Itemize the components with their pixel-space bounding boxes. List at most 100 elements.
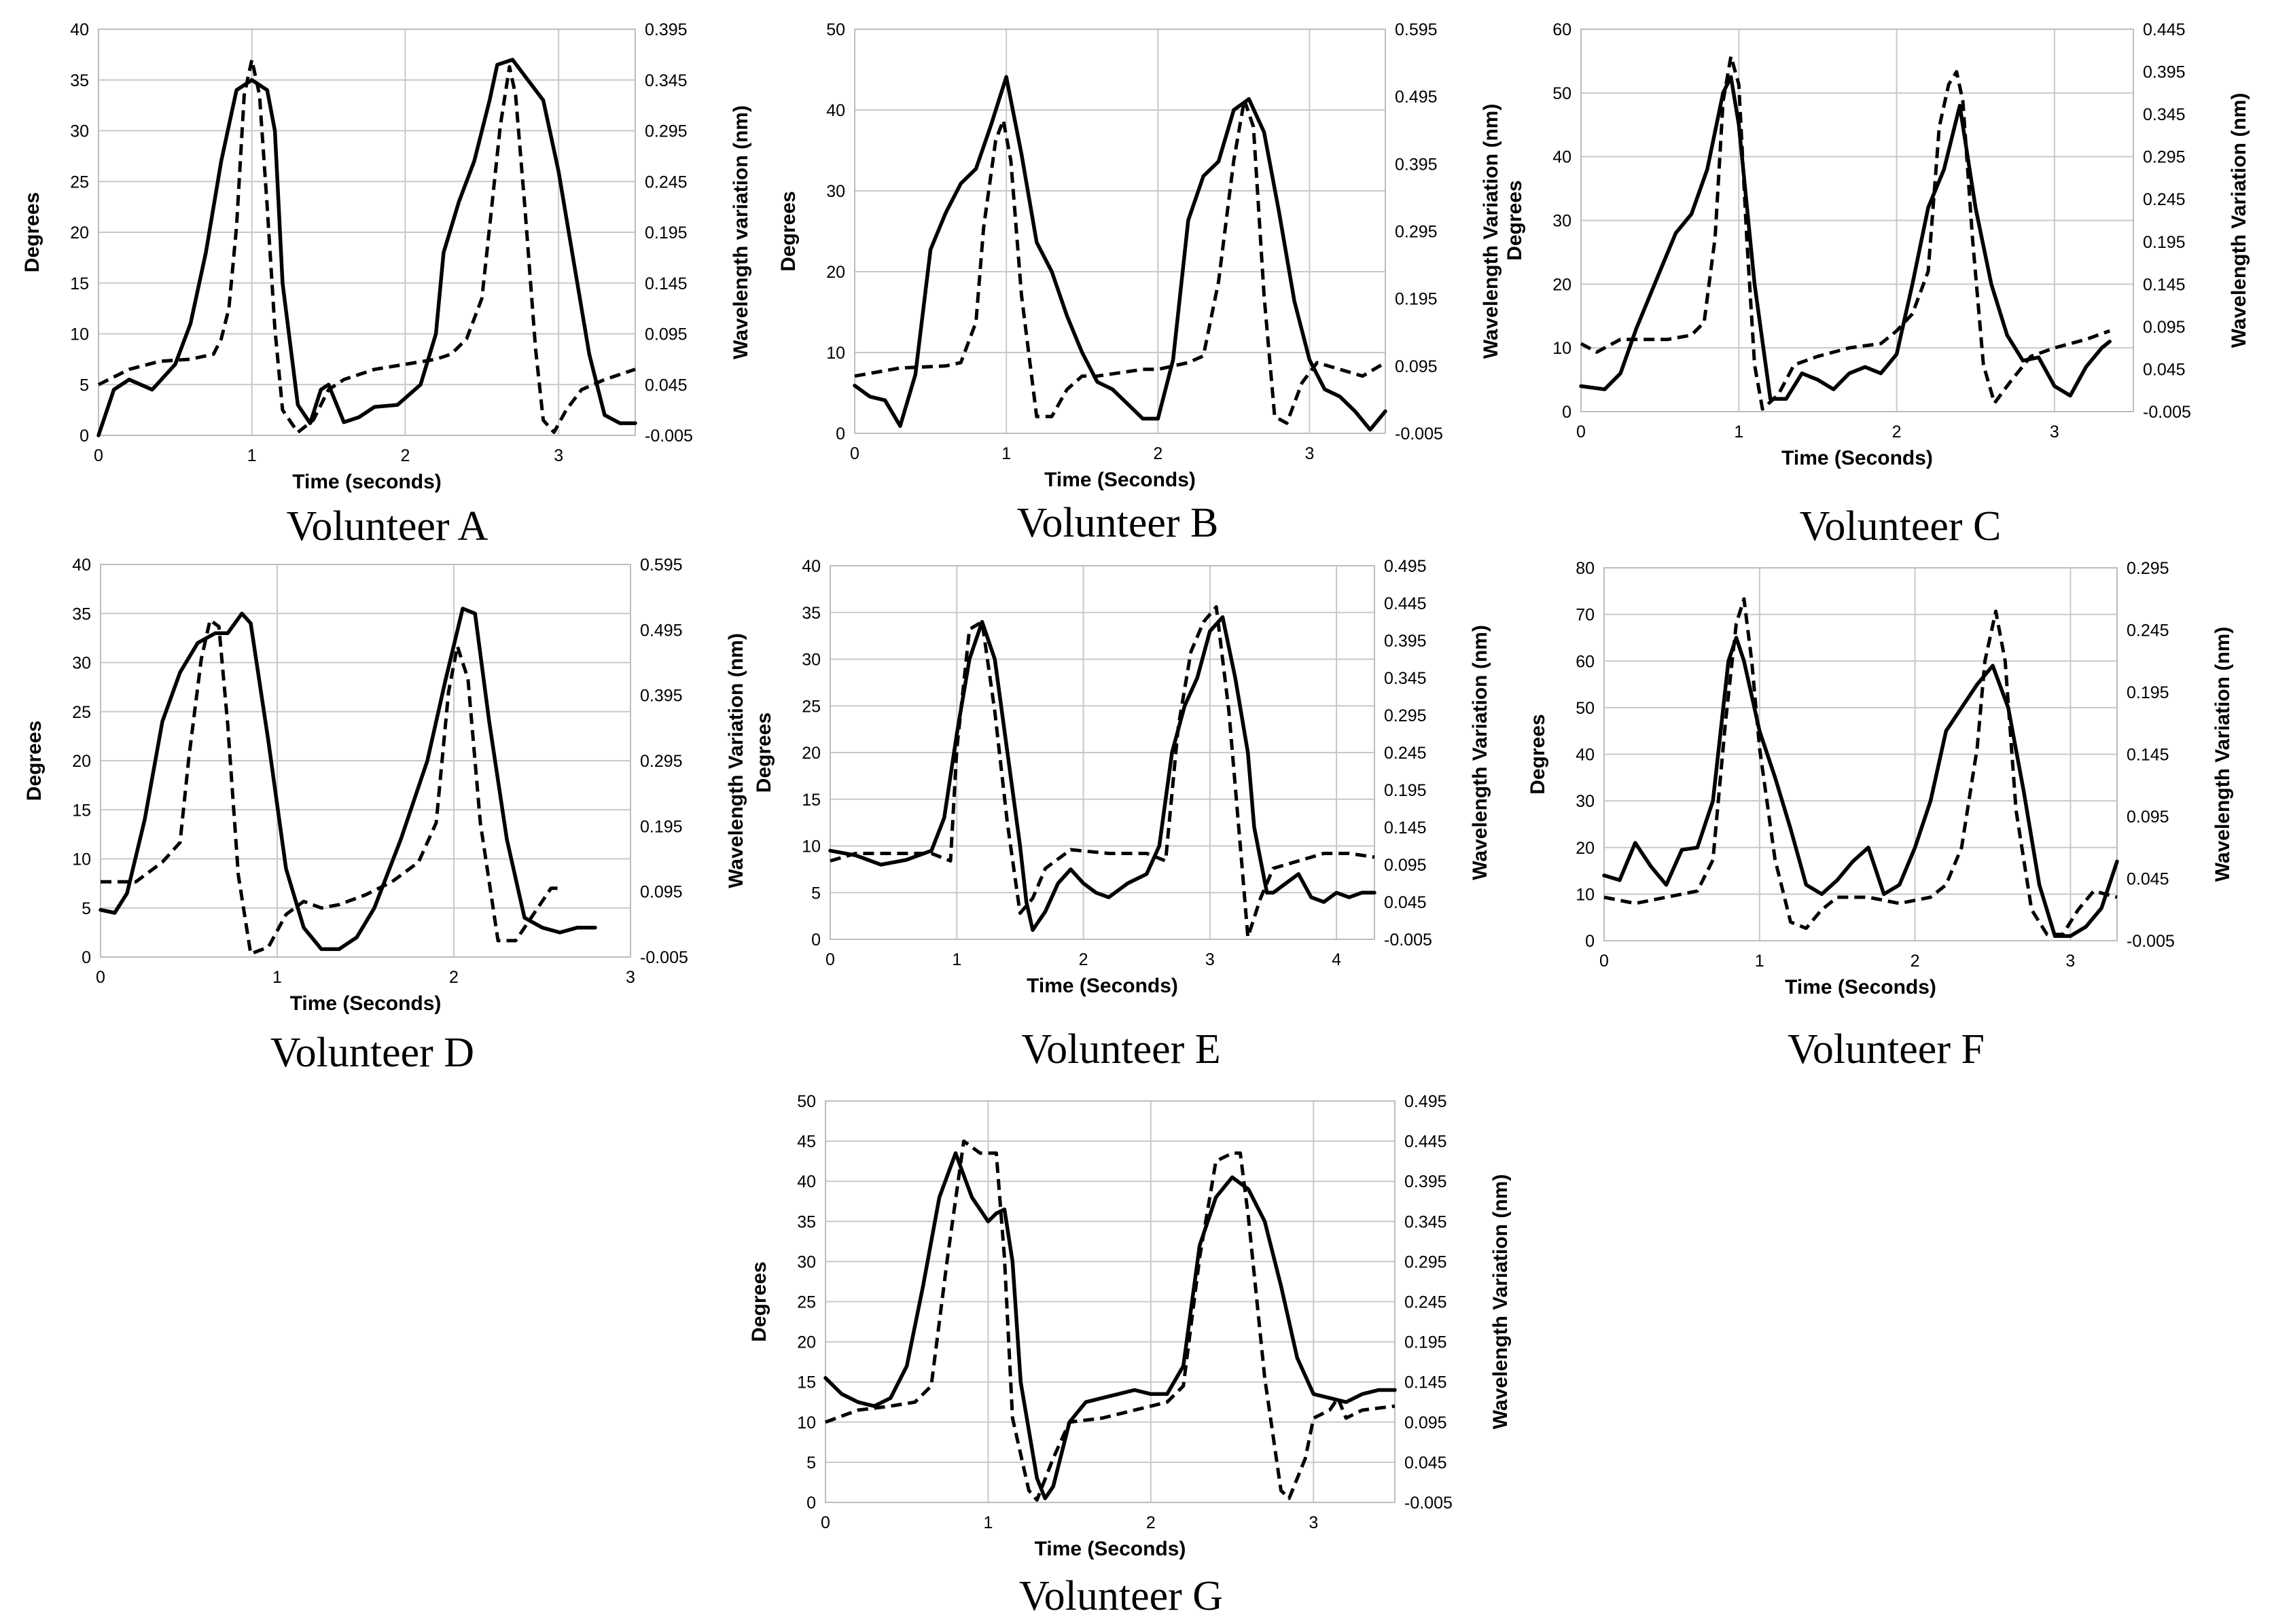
y2-tick-label: 0.295 <box>645 122 688 141</box>
y2-tick-label: 0.045 <box>1404 1454 1447 1473</box>
y2-tick-label: 0.045 <box>1384 893 1427 912</box>
y2-tick-label: 0.145 <box>1384 818 1427 837</box>
y2-tick-label: 0.595 <box>1395 20 1438 39</box>
y-tick-label: 25 <box>797 1293 816 1312</box>
y2-tick-label: -0.005 <box>2127 932 2175 951</box>
x-axis-label: Time (Seconds) <box>1781 447 1933 469</box>
y-tick-label: 20 <box>802 744 821 763</box>
y2-tick-label: 0.245 <box>1384 744 1427 763</box>
chart-a: 0510152025303540-0.0050.0450.0950.1450.1… <box>21 20 752 549</box>
y2-axis-label: Wavelength Variation (nm) <box>2228 93 2250 348</box>
x-tick-label: 3 <box>1304 444 1314 463</box>
x-tick-label: 1 <box>952 950 961 969</box>
y2-tick-label: 0.095 <box>640 883 683 902</box>
y2-tick-label: 0.195 <box>640 817 683 836</box>
y-tick-label: 35 <box>72 605 91 624</box>
y-tick-label: 0 <box>836 425 845 444</box>
x-tick-label: 4 <box>1332 950 1341 969</box>
y-tick-label: 30 <box>72 654 91 673</box>
y2-tick-label: 0.095 <box>2127 808 2169 827</box>
y2-tick-label: 0.095 <box>1404 1413 1447 1432</box>
y-tick-label: 0 <box>1562 403 1571 422</box>
x-axis-label: Time (Seconds) <box>290 992 442 1015</box>
y-tick-label: 15 <box>70 274 89 293</box>
volunteer-caption: Volunteer D <box>270 1030 474 1076</box>
y-tick-label: 15 <box>797 1373 816 1392</box>
y-tick-label: 40 <box>797 1172 816 1191</box>
y-tick-label: 50 <box>826 20 845 39</box>
y-tick-label: 5 <box>811 884 821 903</box>
y2-tick-label: 0.145 <box>645 274 688 293</box>
y2-tick-label: 0.045 <box>2143 360 2186 379</box>
y-tick-label: 5 <box>806 1454 816 1473</box>
x-tick-label: 2 <box>1892 422 1902 441</box>
y2-axis-label: Wavelength Variation (nm) <box>725 633 747 888</box>
y2-tick-label: 0.195 <box>1384 781 1427 800</box>
y2-tick-label: 0.245 <box>1404 1293 1447 1312</box>
x-tick-label: 2 <box>1079 950 1088 969</box>
degrees-series-line <box>853 75 1387 432</box>
chart-d: 0510152025303540-0.0050.0950.1950.2950.3… <box>23 556 747 1076</box>
y-tick-label: 10 <box>70 325 89 344</box>
y2-tick-label: 0.195 <box>2127 683 2169 702</box>
y2-tick-label: 0.445 <box>1404 1132 1447 1151</box>
y2-tick-label: 0.295 <box>1384 706 1427 725</box>
y-tick-label: 80 <box>1576 559 1595 578</box>
y-tick-label: 30 <box>1552 212 1571 231</box>
y2-tick-label: -0.005 <box>2143 403 2191 422</box>
y-tick-label: 25 <box>70 173 89 192</box>
y-tick-label: 30 <box>802 651 821 670</box>
degrees-series-line <box>1602 636 2119 938</box>
x-axis-label: Time (Seconds) <box>1027 975 1178 997</box>
x-tick-label: 3 <box>2065 952 2075 971</box>
x-tick-label: 0 <box>821 1513 830 1532</box>
y2-tick-label: -0.005 <box>1384 931 1432 950</box>
y-tick-label: 35 <box>797 1212 816 1231</box>
y2-tick-label: 0.245 <box>2143 190 2186 209</box>
y-tick-label: 45 <box>797 1132 816 1151</box>
degrees-series-line <box>99 607 597 952</box>
y2-tick-label: -0.005 <box>1395 425 1443 444</box>
volunteer-caption: Volunteer F <box>1788 1026 1985 1072</box>
y2-tick-label: 0.295 <box>640 752 683 771</box>
y-tick-label: 0 <box>1585 932 1595 951</box>
y-tick-label: 15 <box>802 791 821 810</box>
y-tick-label: 20 <box>797 1333 816 1352</box>
y-tick-label: 40 <box>70 20 89 39</box>
y-tick-label: 10 <box>802 837 821 856</box>
y2-tick-label: 0.095 <box>645 325 688 344</box>
y-tick-label: 35 <box>802 604 821 623</box>
chart-g: 05101520253035404550-0.0050.0450.0950.14… <box>748 1092 1512 1619</box>
x-tick-label: 3 <box>2050 422 2059 441</box>
y-tick-label: 50 <box>797 1092 816 1111</box>
y-tick-label: 50 <box>1552 84 1571 103</box>
y2-tick-label: 0.395 <box>1395 155 1438 174</box>
y-tick-label: 70 <box>1576 606 1595 625</box>
y2-tick-label: 0.395 <box>1384 632 1427 651</box>
x-tick-label: 0 <box>825 950 835 969</box>
y-tick-label: 60 <box>1552 20 1571 39</box>
degrees-series-line <box>96 58 637 437</box>
x-tick-label: 1 <box>1001 444 1011 463</box>
y2-tick-label: 0.095 <box>2143 318 2186 337</box>
chart-f: 01020304050607080-0.0050.0450.0950.1450.… <box>1527 559 2234 1072</box>
y2-tick-label: 0.495 <box>1404 1092 1447 1111</box>
y-tick-label: 5 <box>82 899 91 918</box>
y2-tick-label: 0.195 <box>1404 1333 1447 1352</box>
wavelength-series-line <box>825 1139 1396 1502</box>
x-tick-label: 0 <box>94 446 103 465</box>
degrees-series-line <box>828 615 1376 933</box>
y-tick-label: 30 <box>826 182 845 201</box>
x-tick-label: 0 <box>96 968 105 987</box>
y-tick-label: 10 <box>1552 339 1571 358</box>
wavelength-series-line <box>1580 54 2111 411</box>
x-tick-label: 2 <box>449 968 459 987</box>
y-tick-label: 30 <box>1576 792 1595 811</box>
x-tick-label: 1 <box>247 446 257 465</box>
x-tick-label: 3 <box>554 446 563 465</box>
plot-frame <box>854 29 1386 434</box>
y-tick-label: 10 <box>1576 885 1595 904</box>
y-tick-label: 40 <box>1576 746 1595 765</box>
y2-tick-label: 0.245 <box>2127 621 2169 640</box>
x-tick-label: 3 <box>1309 1513 1318 1532</box>
